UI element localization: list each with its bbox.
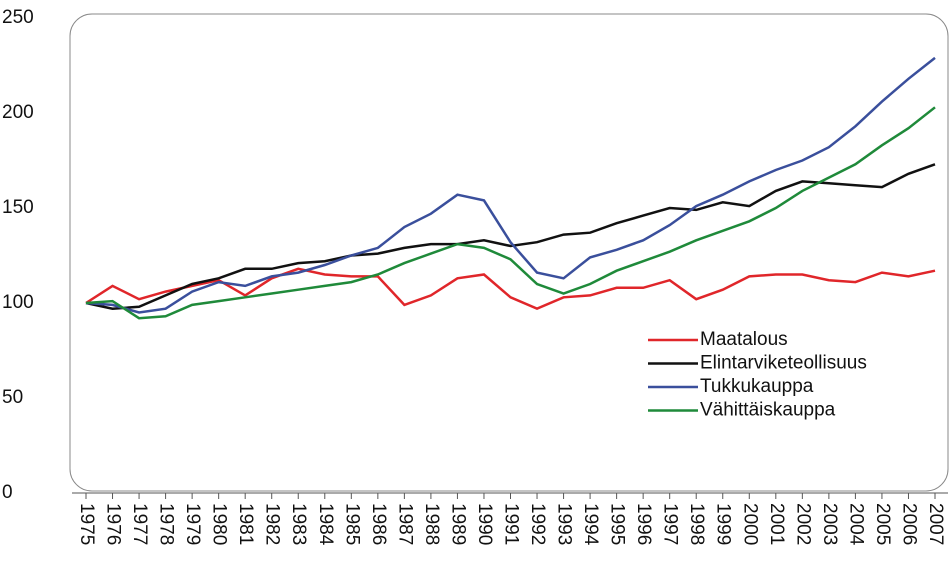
series-line <box>85 267 936 311</box>
x-tick-label: 1993 <box>554 503 575 545</box>
x-tick-label: 1976 <box>103 503 124 545</box>
y-tick-label: 250 <box>2 7 34 28</box>
x-tick-label: 1984 <box>315 503 336 546</box>
x-tick-label: 2000 <box>739 503 760 545</box>
x-tick-label: 1997 <box>660 503 681 545</box>
y-tick-label: 100 <box>2 292 34 313</box>
legend-label: Tukkukauppa <box>700 376 814 397</box>
x-tick-label: 2007 <box>925 503 946 545</box>
x-tick-label: 2005 <box>872 503 893 545</box>
x-tick-label: 1986 <box>368 503 389 545</box>
x-tick-label: 1990 <box>474 503 495 545</box>
legend-label: Maatalous <box>700 329 788 350</box>
x-tick-label: 1999 <box>713 503 734 545</box>
x-tick-label: 1982 <box>262 503 283 545</box>
y-tick-label: 150 <box>2 197 34 218</box>
legend-label: Elintarviketeollisuus <box>700 353 867 374</box>
x-tick-label: 1985 <box>341 503 362 545</box>
series-line <box>85 163 936 310</box>
x-tick-label: 1988 <box>421 503 442 545</box>
x-tick-label: 2006 <box>898 503 919 545</box>
x-tick-label: 1987 <box>394 503 415 545</box>
x-tick-label: 1996 <box>633 503 654 545</box>
x-tick-label: 2001 <box>766 503 787 545</box>
x-tick-label: 1980 <box>209 503 230 545</box>
x-tick-label: 1992 <box>527 503 548 545</box>
x-tick-label: 1981 <box>235 503 256 545</box>
x-tick-label: 2002 <box>792 503 813 545</box>
x-tick-label: 1998 <box>686 503 707 545</box>
plot-area <box>69 13 949 492</box>
x-tick-label: 2004 <box>845 503 866 546</box>
x-tick-label: 1975 <box>76 503 97 545</box>
x-tick-label: 1994 <box>580 503 601 546</box>
x-tick-label: 1979 <box>182 503 203 545</box>
series-line <box>85 56 936 314</box>
x-tick-label: 1995 <box>607 503 628 545</box>
y-tick-label: 50 <box>2 387 23 408</box>
x-tick-label: 1977 <box>129 503 150 545</box>
x-tick-label: 1989 <box>447 503 468 545</box>
x-tick-label: 1983 <box>288 503 309 545</box>
x-tick-label: 2003 <box>819 503 840 545</box>
series-line <box>85 106 936 320</box>
y-tick-label: 0 <box>2 482 13 503</box>
x-tick-label: 1978 <box>156 503 177 545</box>
legend-label: Vähittäiskauppa <box>700 400 836 421</box>
x-tick-label: 1991 <box>500 503 521 545</box>
y-tick-label: 200 <box>2 102 34 123</box>
